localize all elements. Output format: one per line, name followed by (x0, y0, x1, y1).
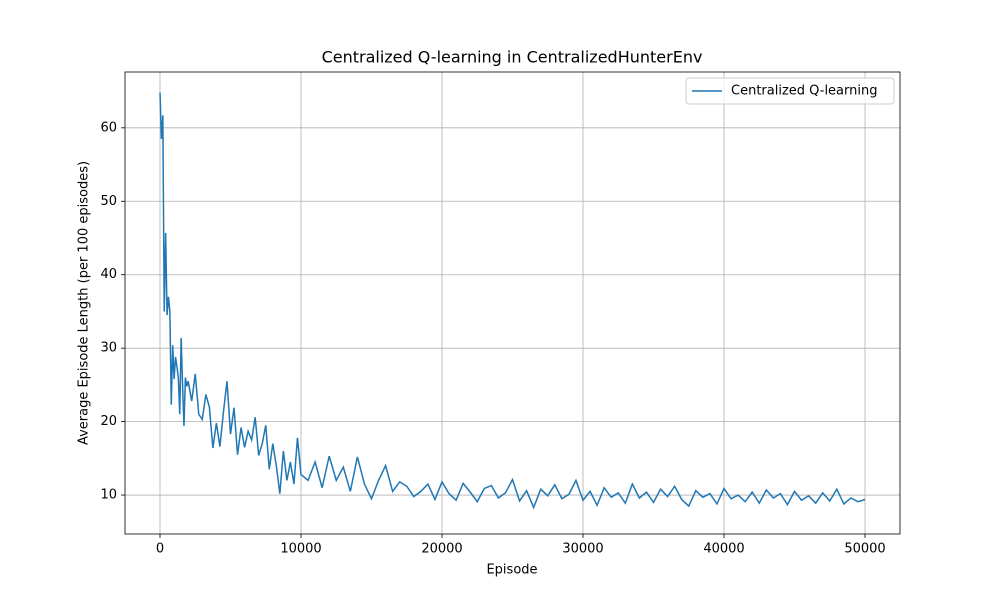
x-tick-label: 10000 (280, 542, 321, 557)
y-tick-label: 10 (100, 488, 117, 503)
y-tick-label: 30 (100, 341, 117, 356)
y-tick-label: 40 (100, 267, 117, 282)
data-line (159, 92, 866, 510)
legend-box (685, 77, 895, 105)
plot-frame (124, 71, 901, 535)
chart-title: Centralized Q-learning in CentralizedHun… (322, 48, 703, 67)
y-tick-label: 60 (100, 120, 117, 135)
x-tick-label: 40000 (703, 542, 744, 557)
x-tick-label: 20000 (421, 542, 462, 557)
legend-label: Centralized Q-learning (731, 84, 877, 99)
y-tick-label: 50 (100, 194, 117, 209)
y-axis-label: Average Episode Length (per 100 episodes… (77, 161, 92, 445)
x-tick-label: 30000 (562, 542, 603, 557)
x-tick-label: 50000 (844, 542, 885, 557)
x-axis-label: Episode (486, 563, 537, 578)
x-tick-label: 0 (156, 542, 164, 557)
y-tick-label: 20 (100, 414, 117, 429)
